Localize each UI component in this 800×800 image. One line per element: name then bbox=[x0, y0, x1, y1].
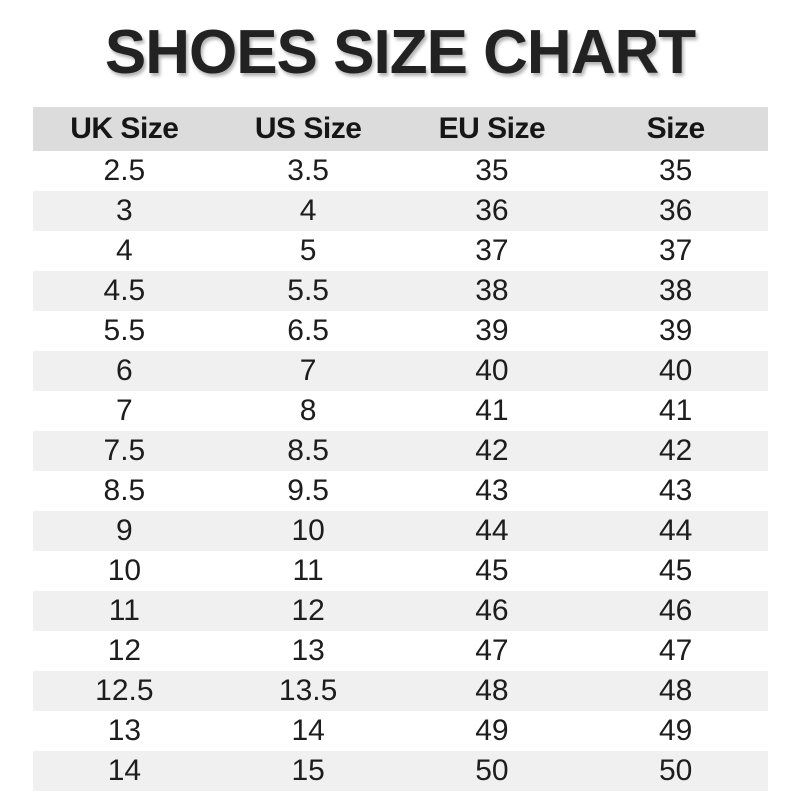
table-cell: 43 bbox=[658, 474, 693, 507]
table-cell: 12.5 bbox=[95, 674, 154, 707]
table-cell: 49 bbox=[658, 714, 693, 747]
table-cell: 4.5 bbox=[103, 274, 146, 307]
page-title: SHOES SIZE CHART bbox=[104, 18, 696, 87]
table-cell: 13.5 bbox=[278, 674, 338, 707]
table-row: 4 5 37 37 bbox=[32, 231, 768, 271]
table-cell: 50 bbox=[475, 754, 509, 787]
column-header: UK Size bbox=[32, 107, 217, 151]
table-cell: 2.5 bbox=[103, 154, 146, 187]
table-cell: 40 bbox=[475, 354, 509, 387]
table-row: 12.5 13.5 48 48 bbox=[32, 671, 768, 711]
table-cell: 46 bbox=[475, 594, 509, 627]
table-cell: 10 bbox=[107, 554, 142, 587]
table-cell: 46 bbox=[658, 594, 693, 627]
table-cell: 42 bbox=[658, 434, 693, 467]
size-table-header: UK Size US Size EU Size Size bbox=[32, 107, 768, 151]
table-cell: 8 bbox=[299, 394, 317, 427]
table-row: 3 4 36 36 bbox=[32, 191, 768, 231]
table-cell: 7.5 bbox=[103, 434, 146, 467]
table-cell: 41 bbox=[658, 394, 693, 427]
table-cell: 37 bbox=[475, 234, 509, 267]
table-cell: 9.5 bbox=[287, 474, 329, 507]
table-cell: 43 bbox=[475, 474, 509, 507]
table-cell: 8.5 bbox=[103, 474, 146, 507]
column-header: EU Size bbox=[400, 107, 584, 151]
table-cell: 11 bbox=[292, 554, 324, 587]
column-header: Size bbox=[583, 107, 768, 151]
table-cell: 38 bbox=[475, 274, 509, 307]
size-table-body: 2.5 3.5 35 35 3 4 36 36 4 5 37 37 4.5 5.5 38 38 5.5 6.5 39… bbox=[32, 151, 768, 791]
table-cell: 12 bbox=[291, 594, 325, 627]
table-row: 5.5 6.5 39 39 bbox=[32, 311, 768, 351]
table-cell: 4 bbox=[116, 234, 133, 267]
table-row: 14 15 50 50 bbox=[32, 751, 768, 791]
table-cell: 12 bbox=[107, 634, 142, 667]
table-row: 13 14 49 49 bbox=[32, 711, 768, 751]
table-cell: 6.5 bbox=[287, 314, 329, 347]
column-header: US Size bbox=[216, 107, 400, 151]
table-cell: 38 bbox=[658, 274, 693, 307]
table-row: 10 11 45 45 bbox=[32, 551, 768, 591]
table-cell: 9 bbox=[116, 514, 133, 547]
table-cell: 36 bbox=[475, 194, 509, 227]
table-cell: 48 bbox=[475, 674, 509, 707]
table-cell: 15 bbox=[291, 754, 325, 787]
table-cell: 45 bbox=[475, 554, 509, 587]
table-cell: 50 bbox=[658, 754, 693, 787]
table-row: 9 10 44 44 bbox=[32, 511, 768, 551]
table-cell: 10 bbox=[291, 514, 325, 547]
table-cell: 44 bbox=[658, 514, 693, 547]
table-cell: 14 bbox=[291, 714, 325, 747]
table-cell: 49 bbox=[475, 714, 509, 747]
table-row: 4.5 5.5 38 38 bbox=[32, 271, 768, 311]
table-cell: 37 bbox=[658, 234, 693, 267]
table-cell: 45 bbox=[658, 554, 693, 587]
table-cell: 47 bbox=[658, 634, 693, 667]
table-cell: 6 bbox=[116, 354, 133, 387]
table-cell: 7 bbox=[116, 394, 133, 427]
table-cell: 5 bbox=[299, 234, 317, 267]
table-cell: 13 bbox=[291, 634, 325, 667]
table-row: 2.5 3.5 35 35 bbox=[32, 151, 768, 191]
table-cell: 5.5 bbox=[103, 314, 146, 347]
table-cell: 4 bbox=[299, 194, 317, 227]
table-cell: 5.5 bbox=[287, 274, 329, 307]
table-cell: 8.5 bbox=[287, 434, 329, 467]
table-cell: 39 bbox=[658, 314, 693, 347]
table-cell: 11 bbox=[108, 594, 140, 627]
table-cell: 35 bbox=[658, 154, 693, 187]
table-cell: 3 bbox=[116, 194, 133, 227]
size-chart-table-container: UK Size US Size EU Size Size 2.5 3.5 35 35 3 4 36… bbox=[32, 107, 768, 791]
table-row: 7.5 8.5 42 42 bbox=[32, 431, 768, 471]
table-cell: 44 bbox=[475, 514, 509, 547]
table-row: 8.5 9.5 43 43 bbox=[32, 471, 768, 511]
table-cell: 39 bbox=[475, 314, 509, 347]
table-row: 6 7 40 40 bbox=[32, 351, 768, 391]
table-row: 12 13 47 47 bbox=[32, 631, 768, 671]
table-cell: 41 bbox=[475, 394, 509, 427]
table-cell: 36 bbox=[658, 194, 693, 227]
table-cell: 42 bbox=[475, 434, 509, 467]
table-cell: 40 bbox=[658, 354, 693, 387]
table-row: 11 12 46 46 bbox=[32, 591, 768, 631]
table-cell: 35 bbox=[475, 154, 509, 187]
table-cell: 14 bbox=[107, 754, 142, 787]
size-chart-table: UK Size US Size EU Size Size 2.5 3.5 35 35 3 4 36… bbox=[32, 107, 768, 791]
header-row: UK Size US Size EU Size Size bbox=[32, 107, 768, 151]
table-row: 7 8 41 41 bbox=[32, 391, 768, 431]
table-cell: 47 bbox=[475, 634, 509, 667]
table-cell: 13 bbox=[107, 714, 142, 747]
table-cell: 3.5 bbox=[287, 154, 329, 187]
table-cell: 7 bbox=[299, 354, 317, 387]
table-cell: 48 bbox=[658, 674, 693, 707]
